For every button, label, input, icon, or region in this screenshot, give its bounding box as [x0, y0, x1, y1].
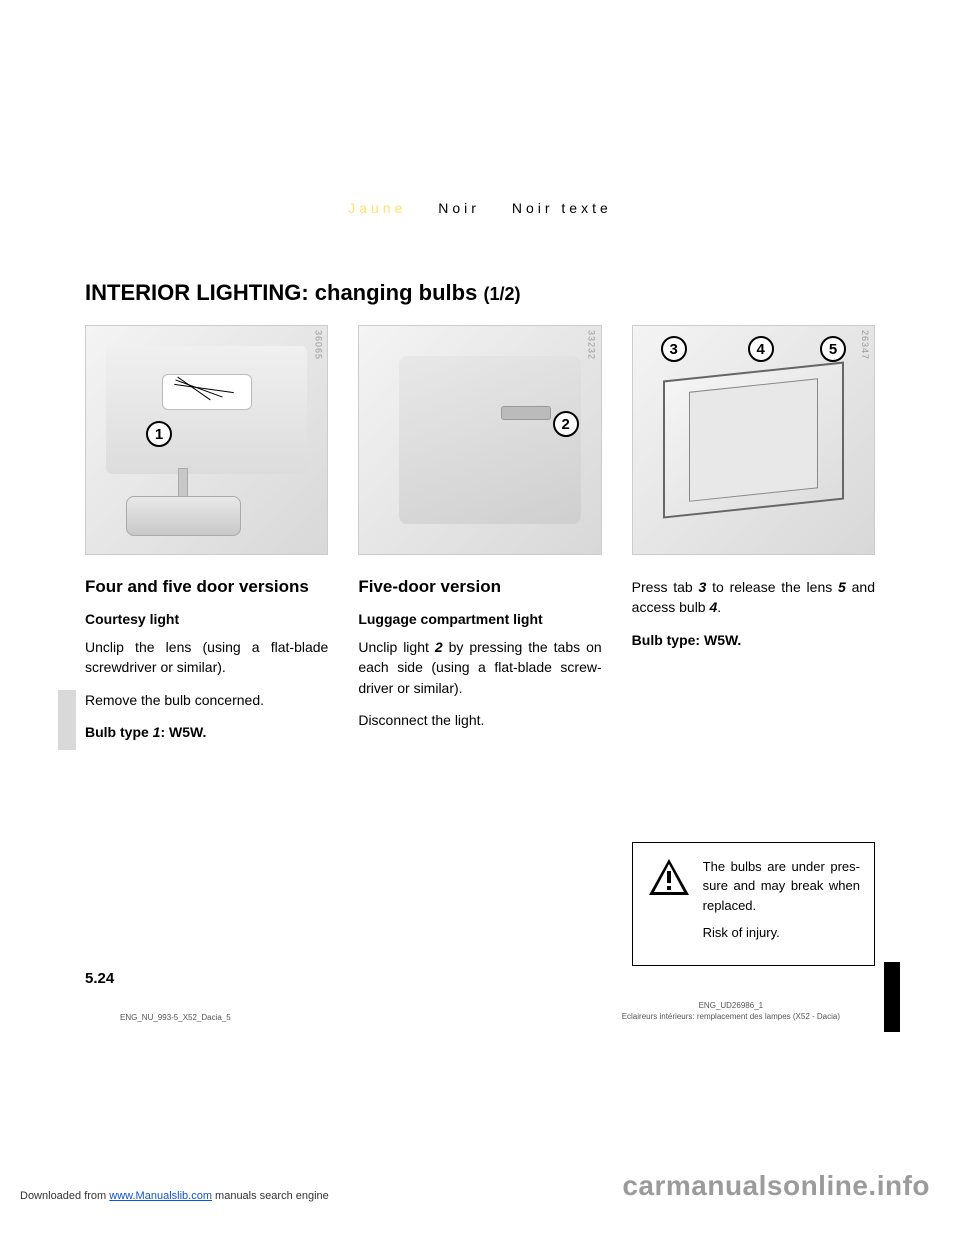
callout-3: 3 — [661, 336, 687, 362]
warning-line-1: The bulbs are under pres-sure and may br… — [703, 857, 860, 916]
text: Unclip light — [358, 639, 435, 655]
footnote-code: ENG_UD26986_1 — [622, 1001, 840, 1011]
content-columns: 36065 1 Four and five door versions Cour… — [85, 325, 875, 966]
housing-shape — [663, 361, 844, 518]
footnote-desc: Eclaireurs intérieurs: remplacement des … — [622, 1012, 840, 1022]
text: . — [717, 599, 721, 615]
callout-2: 2 — [553, 411, 579, 437]
heading-five-door: Five-door version — [358, 577, 601, 597]
watermark: carmanualsonline.info — [622, 1170, 930, 1202]
figure-number: 33232 — [587, 330, 597, 360]
roof-panel-shape — [106, 346, 307, 474]
column-3: 26347 3 4 5 Press tab 3 to release the l… — [632, 325, 875, 966]
label: : W5W. — [160, 724, 206, 740]
text: to release the lens — [706, 579, 838, 595]
rearview-mirror-shape — [126, 496, 241, 536]
label: Bulb type: W5W. — [632, 632, 742, 648]
figure-number: 26347 — [860, 330, 870, 360]
page-title: INTERIOR LIGHTING: changing bulbs (1/2) — [85, 280, 520, 306]
footnote-right: ENG_UD26986_1 Eclaireurs intérieurs: rem… — [622, 1001, 840, 1022]
paragraph-bulb-type: Bulb type 1: W5W. — [85, 722, 328, 742]
warning-line-2: Risk of injury. — [703, 923, 860, 943]
figure-luggage-light: 33232 2 — [358, 325, 601, 555]
subheading-courtesy-light: Courtesy light — [85, 611, 328, 627]
figure-courtesy-light: 36065 1 — [85, 325, 328, 555]
callout-4: 4 — [748, 336, 774, 362]
column-1: 36065 1 Four and five door versions Cour… — [85, 325, 328, 966]
subheading-luggage-light: Luggage compartment light — [358, 611, 601, 627]
figure-number: 36065 — [313, 330, 323, 360]
page-number: 5.24 — [85, 970, 114, 987]
text: manuals search engine — [212, 1190, 329, 1202]
mirror-stem-shape — [178, 468, 188, 498]
paragraph: Remove the bulb concerned. — [85, 690, 328, 710]
manualslib-link[interactable]: www.Manualslib.com — [109, 1190, 212, 1202]
title-sub: (1/2) — [483, 284, 520, 304]
paragraph-bulb-type: Bulb type: W5W. — [632, 630, 875, 650]
paragraph: Unclip light 2 by pressing the tabs on e… — [358, 637, 601, 698]
text: Downloaded from — [20, 1190, 109, 1202]
side-black-bar — [884, 962, 900, 1032]
lens-shape — [689, 378, 818, 502]
ref-5: 5 — [838, 579, 846, 595]
paragraph: Press tab 3 to release the lens 5 and ac… — [632, 577, 875, 618]
download-attribution: Downloaded from www.Manualslib.com manua… — [20, 1190, 329, 1202]
callout-5: 5 — [820, 336, 846, 362]
trim-panel-shape — [399, 356, 580, 524]
figure-lens-assembly: 26347 3 4 5 — [632, 325, 875, 555]
footnote-left: ENG_NU_993-5_X52_Dacia_5 — [120, 1013, 231, 1022]
light-slot-shape — [501, 406, 551, 420]
label-noir-texte: Noir texte — [512, 200, 612, 216]
paragraph: Disconnect the light. — [358, 710, 601, 730]
warning-text: The bulbs are under pres-sure and may br… — [703, 857, 860, 951]
color-separation-bar: Jaune Noir Noir texte — [0, 200, 960, 216]
label-jaune: Jaune — [348, 200, 406, 216]
warning-box: The bulbs are under pres-sure and may br… — [632, 842, 875, 966]
side-tab-gray — [58, 690, 76, 750]
warning-icon — [647, 857, 691, 897]
paragraph: Unclip the lens (using a flat-blade scre… — [85, 637, 328, 678]
heading-four-five-door: Four and five door versions — [85, 577, 328, 597]
label-noir: Noir — [438, 200, 480, 216]
label: Bulb type — [85, 724, 153, 740]
column-2: 33232 2 Five-door version Luggage compar… — [358, 325, 601, 966]
ref-2: 2 — [435, 639, 443, 655]
text: Press tab — [632, 579, 699, 595]
manual-page: Jaune Noir Noir texte INTERIOR LIGHTING:… — [0, 0, 960, 1242]
callout-1: 1 — [146, 421, 172, 447]
title-main: INTERIOR LIGHTING: changing bulbs — [85, 280, 477, 305]
